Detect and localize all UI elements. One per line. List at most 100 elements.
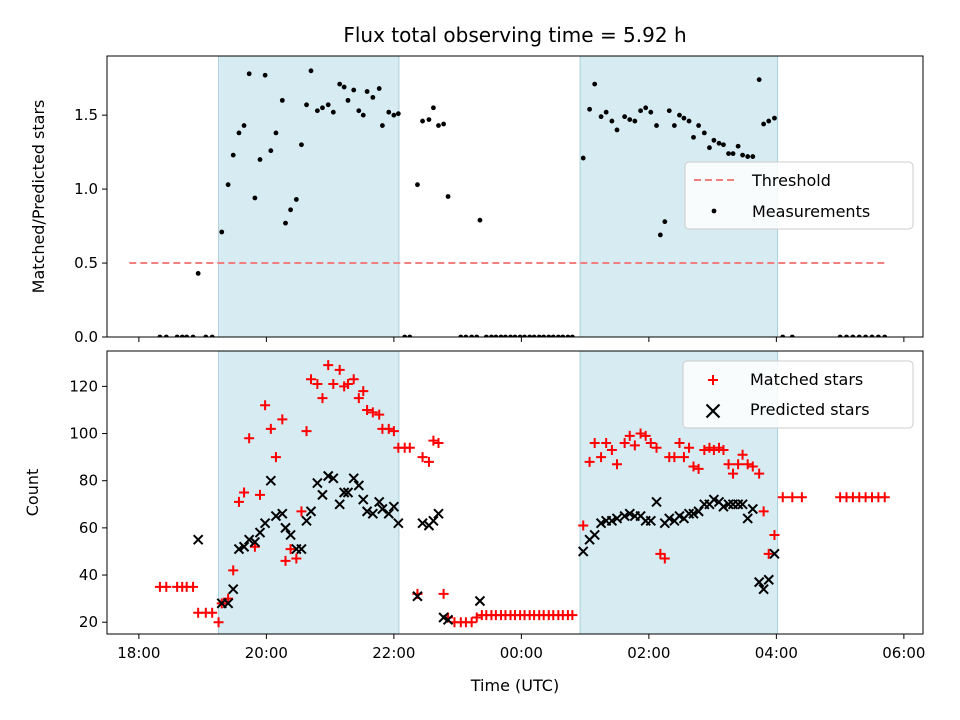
measurement-point <box>268 148 274 154</box>
matched-star-point <box>659 553 670 564</box>
measurement-point <box>351 87 357 93</box>
predicted-star-point <box>301 515 312 527</box>
measurement-point <box>766 118 772 124</box>
matched-star-point <box>742 459 753 470</box>
measurement-point <box>489 334 494 337</box>
predicted-star-point <box>688 508 699 519</box>
predicted-star-point <box>412 591 423 602</box>
matched-star-point <box>612 459 622 470</box>
matched-star-point <box>428 435 439 446</box>
matched-star-point <box>635 428 646 439</box>
predicted-star-point <box>651 496 662 508</box>
measurement-point <box>503 334 508 337</box>
plot-area <box>154 360 890 628</box>
measurement-point <box>407 334 413 337</box>
measurement-point <box>875 334 881 337</box>
legend-threshold-label: Threshold <box>751 171 831 190</box>
measurement-point <box>587 106 592 112</box>
measurement-point <box>609 118 615 124</box>
measurement-point <box>666 108 672 114</box>
measurement-point <box>882 334 888 337</box>
measurement-point <box>262 72 268 78</box>
legend-predicted-label: Predicted stars <box>750 400 870 419</box>
legend-matched-swatch <box>708 375 718 385</box>
measurement-point <box>569 334 575 337</box>
measurement-point <box>527 334 533 337</box>
matched-star-point <box>471 612 482 623</box>
measurement-point <box>195 271 201 276</box>
measurement-point <box>740 152 745 158</box>
legend-box <box>682 360 914 429</box>
measurement-point <box>299 142 304 148</box>
measurement-point <box>761 121 767 127</box>
matched-star-point <box>777 492 788 503</box>
y-tick-label: 0.0 <box>74 328 98 346</box>
measurement-point <box>565 334 571 337</box>
y-tick-label: 100 <box>69 425 98 443</box>
legend: Threshold Measurements <box>684 161 914 230</box>
predicted-star-point <box>361 506 373 517</box>
matched-star-point <box>296 506 307 517</box>
predicted-star-point <box>589 529 600 541</box>
x-tick-label: 06:00 <box>882 644 925 662</box>
measurement-point <box>257 157 263 162</box>
y-tick-label: 1.0 <box>74 180 98 198</box>
matched-star-point <box>328 379 339 390</box>
predicted-star-point <box>619 510 630 522</box>
matched-star-point <box>312 379 323 390</box>
matched-star-point <box>733 459 744 470</box>
measurement-point <box>236 130 242 136</box>
matched-star-point <box>669 452 680 463</box>
matched-star-point <box>699 445 710 456</box>
matched-star-point <box>596 452 607 463</box>
measurement-point <box>219 229 225 235</box>
measurement-point <box>184 334 190 337</box>
matched-star-point <box>417 452 428 463</box>
measurement-point <box>517 334 523 337</box>
panel-ratio: 0.0 0.5 1.0 1.5 Matched/Predicted stars Thres… <box>29 55 924 346</box>
measurement-point <box>209 334 215 337</box>
matched-star-point <box>674 437 685 448</box>
predicted-star-point <box>769 548 780 560</box>
measurement-point <box>246 71 252 77</box>
y-tick-label: 120 <box>69 377 98 395</box>
measurement-point <box>477 217 483 223</box>
measurement-point <box>627 117 633 122</box>
measurement-point <box>735 143 741 149</box>
predicted-star-point <box>578 546 589 557</box>
x-axis-label: Time (UTC) <box>470 676 559 695</box>
measurement-point <box>386 109 392 115</box>
matched-star-point <box>334 364 345 375</box>
matched-star-point <box>578 520 589 531</box>
predicted-star-point <box>417 517 428 529</box>
measurement-point <box>691 134 696 140</box>
matched-star-point <box>438 588 449 599</box>
measurement-point <box>745 154 751 159</box>
predicted-star-point <box>238 541 250 552</box>
measurement-point <box>493 334 499 337</box>
measurement-point <box>445 194 451 199</box>
predicted-star-point <box>645 515 656 527</box>
matched-star-point <box>260 400 271 411</box>
predicted-star-point <box>265 475 277 486</box>
measurement-point <box>546 334 552 337</box>
measurement-point <box>441 121 446 127</box>
matched-star-point <box>645 437 656 448</box>
predicted-star-point <box>323 470 334 482</box>
panel-counts: 20 40 60 80 100 120 Count 18:00 20:00 22:00 00:00 0… <box>23 350 925 662</box>
measurement-point <box>701 130 707 136</box>
measurement-point <box>314 108 320 114</box>
matched-star-point <box>737 449 748 460</box>
predicted-star-point <box>428 515 439 527</box>
predicted-star-point <box>338 487 350 498</box>
matched-star-point <box>619 437 630 448</box>
matched-star-point <box>758 506 769 517</box>
predicted-star-point <box>723 499 734 510</box>
measurement-point <box>498 334 504 337</box>
measurement-point <box>273 130 279 136</box>
measurement-point <box>308 68 314 74</box>
legend-measurements-swatch <box>711 208 717 214</box>
matched-star-point <box>291 553 302 564</box>
measurement-point <box>241 123 247 128</box>
